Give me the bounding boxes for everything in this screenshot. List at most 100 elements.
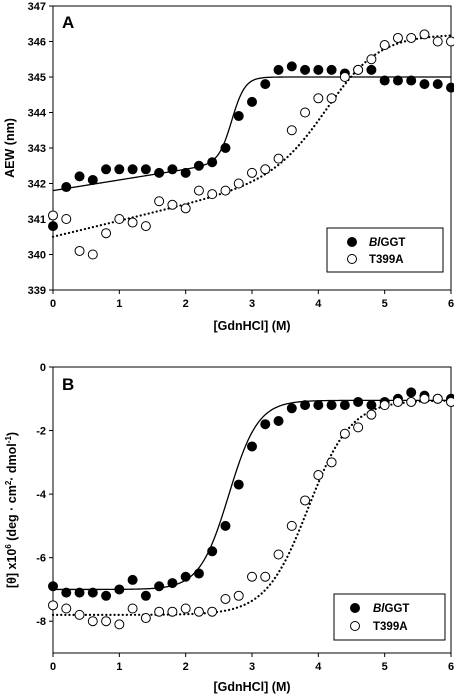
x-tick-label: 2	[183, 298, 189, 310]
data-point-blggt	[140, 164, 151, 175]
data-point-t399a	[432, 393, 443, 404]
data-point-blggt	[220, 520, 231, 531]
data-point-blggt	[379, 75, 390, 86]
data-point-blggt	[233, 479, 244, 490]
data-point-t399a	[446, 36, 454, 47]
data-point-t399a	[220, 185, 231, 196]
data-point-t399a	[180, 203, 191, 214]
data-point-blggt	[114, 164, 125, 175]
legend-box	[333, 593, 446, 641]
data-point-blggt	[154, 167, 165, 178]
data-point-blggt	[74, 587, 85, 598]
data-point-blggt	[326, 400, 337, 411]
x-axis-title: [GdnHCl] (M)	[213, 319, 290, 333]
legend-label-blggt: BlGGT	[369, 237, 405, 249]
data-point-blggt	[446, 82, 454, 93]
data-point-blggt	[61, 182, 72, 193]
data-point-t399a	[180, 603, 191, 614]
data-point-t399a	[61, 603, 72, 614]
data-point-t399a	[326, 457, 337, 468]
y-tick-label: -6	[36, 553, 46, 565]
data-point-t399a	[167, 199, 178, 210]
data-point-blggt	[233, 111, 244, 122]
data-point-blggt	[48, 221, 58, 232]
fit-line-t399a	[51, 399, 453, 616]
data-point-blggt	[313, 400, 324, 411]
data-point-t399a	[273, 549, 284, 560]
data-point-t399a	[48, 600, 58, 611]
data-point-t399a	[140, 613, 151, 624]
data-point-t399a	[326, 93, 337, 104]
data-points	[48, 387, 454, 630]
data-point-blggt	[167, 578, 178, 589]
data-point-t399a	[207, 606, 218, 617]
data-point-t399a	[419, 393, 430, 404]
legend-marker-filled	[350, 603, 360, 613]
y-tick-label: -4	[36, 489, 47, 501]
data-point-t399a	[87, 616, 98, 627]
data-point-blggt	[273, 64, 284, 75]
data-point-blggt	[339, 400, 350, 411]
data-point-t399a	[127, 217, 138, 228]
data-point-t399a	[446, 396, 454, 407]
data-point-blggt	[406, 75, 417, 86]
legend-box	[326, 227, 444, 273]
data-point-blggt	[180, 571, 191, 582]
data-point-t399a	[339, 72, 350, 82]
data-point-t399a	[193, 185, 204, 196]
data-point-t399a	[286, 520, 297, 531]
data-point-t399a	[101, 616, 112, 627]
data-point-t399a	[379, 40, 390, 51]
axis-ticks: 0 1 2 3 4 5 6 -8 -6 -4 -2 0	[36, 362, 454, 673]
data-point-t399a	[74, 245, 85, 256]
x-tick-label: 0	[50, 661, 56, 673]
data-point-t399a	[101, 228, 112, 239]
data-point-t399a	[154, 196, 165, 207]
data-point-t399a	[87, 249, 98, 260]
x-tick-label: 3	[249, 661, 255, 673]
y-tick-label: 0	[40, 362, 46, 374]
data-point-t399a	[247, 571, 257, 582]
data-point-t399a	[300, 495, 311, 506]
data-point-blggt	[392, 75, 403, 86]
data-point-t399a	[167, 606, 178, 617]
y-tick-label: -8	[36, 616, 46, 628]
legend: BlGGT T399A	[326, 227, 444, 273]
data-point-t399a	[154, 606, 165, 617]
data-point-t399a	[379, 400, 390, 411]
data-point-t399a	[366, 54, 377, 65]
fit-line-t399a	[51, 34, 453, 238]
data-point-blggt	[366, 64, 377, 75]
y-tick-label: 343	[28, 143, 46, 155]
data-point-t399a	[220, 593, 231, 604]
legend-label-t399a: T399A	[373, 621, 408, 633]
data-point-blggt	[432, 79, 443, 90]
data-point-t399a	[114, 214, 125, 224]
data-point-t399a	[48, 210, 58, 221]
legend: BlGGT T399A	[333, 593, 446, 641]
x-tick-label: 5	[382, 298, 388, 310]
panel-b: B [GdnHCl] (M) [θ] x106 (deg · cm2· dmol…	[4, 362, 454, 694]
data-point-t399a	[114, 619, 125, 630]
data-point-t399a	[406, 32, 417, 43]
x-tick-label: 4	[315, 661, 322, 673]
data-point-blggt	[260, 79, 271, 90]
fit-lines	[51, 399, 453, 616]
x-tick-label: 6	[448, 298, 454, 310]
data-point-blggt	[326, 64, 337, 75]
data-point-blggt	[167, 164, 178, 175]
data-point-blggt	[366, 400, 377, 411]
data-point-t399a	[366, 409, 377, 420]
data-point-blggt	[353, 396, 364, 407]
data-point-blggt	[207, 546, 218, 557]
legend-marker-open	[347, 254, 357, 264]
data-point-blggt	[61, 587, 72, 598]
data-point-t399a	[300, 107, 311, 118]
data-point-t399a	[193, 606, 204, 617]
x-tick-label: 4	[315, 298, 322, 310]
data-point-blggt	[247, 96, 257, 107]
data-point-blggt	[154, 581, 165, 592]
data-point-blggt	[101, 590, 112, 601]
data-point-t399a	[392, 32, 403, 43]
data-point-t399a	[61, 214, 72, 224]
